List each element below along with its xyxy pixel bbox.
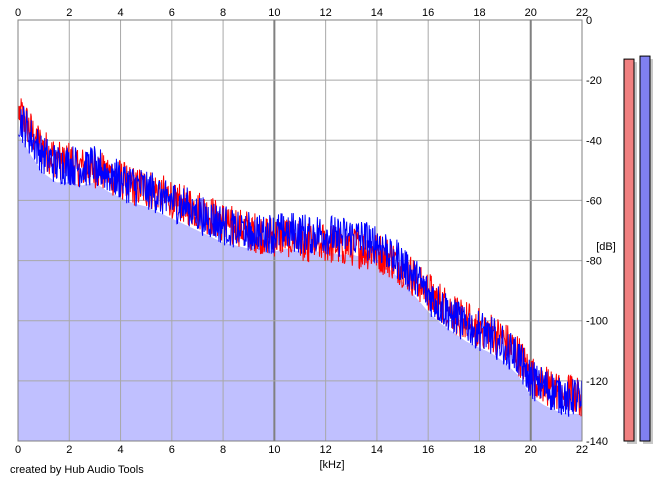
y-tick-label: -40 — [586, 135, 602, 147]
x-tick-label-top: 2 — [66, 7, 72, 19]
x-tick-label-bottom: 10 — [268, 444, 280, 456]
credit-text: created by Hub Audio Tools — [10, 464, 144, 476]
x-tick-labels-bottom: 0 2 4 6 8 10 12 14 16 18 20 22 — [15, 444, 588, 456]
level-meters — [623, 55, 653, 444]
y-tick-label: -100 — [586, 316, 608, 328]
x-tick-label-top: 6 — [169, 7, 175, 19]
x-tick-label-top: 0 — [15, 7, 21, 19]
y-tick-label: -140 — [586, 436, 608, 448]
x-tick-label-top: 16 — [422, 7, 434, 19]
x-tick-label-bottom: 20 — [525, 444, 537, 456]
meter-left-bar — [623, 58, 635, 442]
y-tick-label: 0 — [586, 15, 592, 27]
y-tick-label: -80 — [586, 256, 602, 268]
y-tick-labels: 0 -20 -40 -60 -80 -100 -120 -140 — [586, 15, 608, 448]
x-tick-label-bottom: 2 — [66, 444, 72, 456]
x-tick-labels-top: 0 2 4 6 8 10 12 14 16 18 20 22 — [15, 7, 588, 19]
plot-frame — [17, 19, 583, 442]
x-tick-label-bottom: 4 — [117, 444, 123, 456]
x-tick-label-bottom: 18 — [473, 444, 485, 456]
x-tick-label-bottom: 22 — [576, 444, 588, 456]
y-tick-label: -20 — [586, 75, 602, 87]
x-tick-label-bottom: 12 — [320, 444, 332, 456]
meter-right-bar — [639, 55, 651, 442]
x-tick-label-bottom: 14 — [371, 444, 383, 456]
x-tick-label-top: 14 — [371, 7, 383, 19]
x-tick-label-top: 4 — [117, 7, 123, 19]
grid — [17, 19, 583, 442]
x-tick-label-top: 20 — [525, 7, 537, 19]
x-tick-label-bottom: 0 — [15, 444, 21, 456]
spectrum-series — [17, 98, 583, 417]
y-tick-label: -60 — [586, 195, 602, 207]
spectrum-fill-area — [18, 134, 582, 442]
x-tick-label-top: 22 — [576, 7, 588, 19]
x-tick-label-bottom: 16 — [422, 444, 434, 456]
x-tick-label-bottom: 6 — [169, 444, 175, 456]
x-tick-label-top: 12 — [320, 7, 332, 19]
y-tick-label: -120 — [586, 376, 608, 388]
x-tick-label-top: 10 — [268, 7, 280, 19]
series-line-blue — [17, 106, 583, 417]
spectrum-fill — [18, 134, 582, 442]
x-tick-label-top: 18 — [473, 7, 485, 19]
x-tick-label-top: 8 — [220, 7, 226, 19]
x-tick-label-bottom: 8 — [220, 444, 226, 456]
y-axis-label: [dB] — [596, 241, 616, 253]
x-axis-label: [kHz] — [319, 459, 344, 471]
